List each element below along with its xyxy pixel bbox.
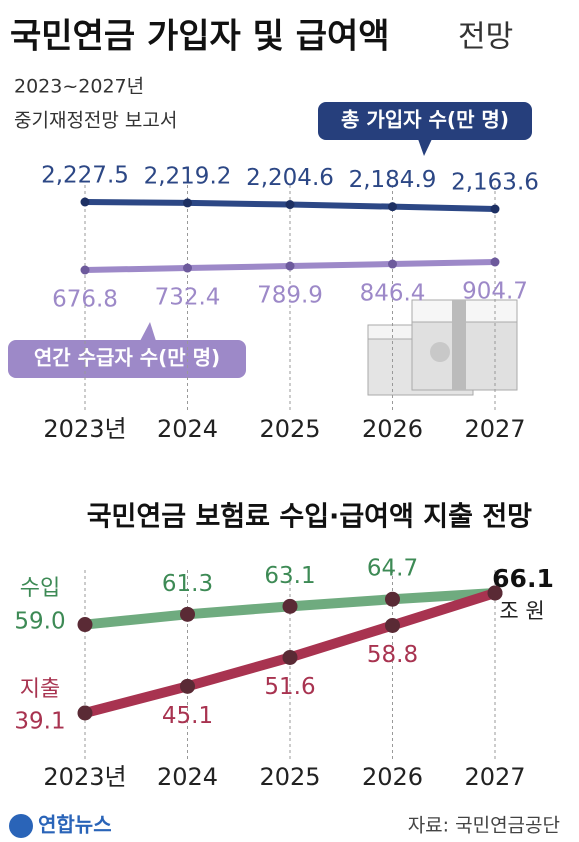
callout-box <box>318 102 532 140</box>
point <box>490 257 500 267</box>
data-label: 66.1 <box>492 564 554 593</box>
data-label: 789.9 <box>257 283 323 309</box>
x-tick-label: 2023년 <box>43 415 126 443</box>
x-tick-label: 2025 <box>259 415 320 443</box>
legend-label: 총 가입자 수(만 명) <box>341 108 509 132</box>
x-tick-label: 2027 <box>464 415 525 443</box>
data-label: 51.6 <box>264 674 315 700</box>
data-label: 846.4 <box>360 281 426 307</box>
data-label: 2,184.9 <box>349 167 437 193</box>
point <box>183 198 192 208</box>
data-label: 58.8 <box>367 642 418 668</box>
data-label: 59.0 <box>14 609 65 635</box>
x-tick-label: 2027 <box>464 763 525 791</box>
point <box>77 617 93 633</box>
point <box>285 261 295 271</box>
x-tick-label: 2024 <box>157 763 218 791</box>
title: 국민연금 가입자 및 급여액 <box>10 17 390 57</box>
unit: 조 원 <box>499 599 544 623</box>
x-tick-label: 2023년 <box>43 763 126 791</box>
point <box>77 705 93 721</box>
data-label: 676.8 <box>52 287 118 313</box>
source: 자료: 국민연금공단 <box>408 815 560 837</box>
data-label: 732.4 <box>155 285 221 311</box>
data-label: 904.7 <box>462 279 528 305</box>
subtitle: 2023~2027년 <box>14 76 144 98</box>
point <box>80 197 90 207</box>
point <box>282 649 298 665</box>
x-tick-label: 2024 <box>157 415 218 443</box>
money-icon <box>367 299 518 396</box>
callout-pointer <box>140 322 156 341</box>
legend-label: 연간 수급자 수(만 명) <box>34 346 220 370</box>
data-label: 2,227.5 <box>41 163 129 189</box>
chart-title: 국민연금 보험료 수입·급여액 지출 전망 <box>87 502 532 533</box>
data-label: 63.1 <box>264 563 315 589</box>
data-label: 2,163.6 <box>451 170 539 196</box>
point <box>180 606 195 622</box>
point <box>388 259 397 269</box>
x-tick-label: 2026 <box>362 763 423 791</box>
data-label: 2,204.6 <box>246 165 334 191</box>
point <box>385 617 400 633</box>
data-label: 39.1 <box>14 709 65 735</box>
series-label: 수입 <box>20 576 60 601</box>
point <box>180 678 195 694</box>
subtitle: 중기재정전망 보고서 <box>14 110 177 132</box>
point <box>388 202 397 212</box>
point <box>282 598 298 614</box>
data-label: 64.7 <box>367 556 418 582</box>
series-label: 지출 <box>20 677 60 702</box>
callout-pointer <box>418 139 432 156</box>
data-label: 45.1 <box>162 703 213 729</box>
x-tick-label: 2026 <box>362 415 423 443</box>
title-suffix: 전망 <box>458 20 513 55</box>
point <box>385 591 400 607</box>
data-label: 61.3 <box>162 571 213 597</box>
x-tick-label: 2025 <box>259 763 320 791</box>
point <box>490 204 500 214</box>
point <box>80 265 90 275</box>
callout-box <box>8 340 246 378</box>
logo: 연합뉴스 <box>38 813 112 837</box>
logo-icon <box>9 814 33 838</box>
point <box>487 585 503 601</box>
data-label: 2,219.2 <box>144 163 232 189</box>
point <box>183 263 192 273</box>
point <box>285 200 295 210</box>
